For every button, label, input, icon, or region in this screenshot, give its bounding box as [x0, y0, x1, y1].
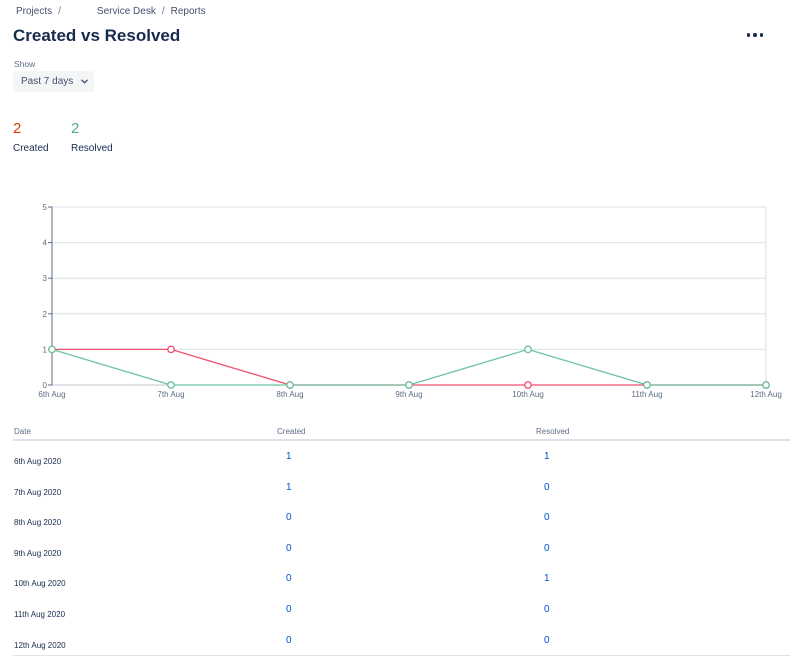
resolved-label: Resolved	[71, 143, 113, 154]
chart-point-created	[524, 381, 532, 389]
created-label: Created	[13, 143, 49, 154]
chart-series-line-created	[52, 348, 766, 386]
table-row-resolved-link[interactable]: 0	[544, 634, 550, 646]
table-row-resolved-link[interactable]: 0	[544, 481, 550, 493]
chart-point-resolved	[286, 381, 294, 389]
table-row-created-link[interactable]: 1	[286, 451, 292, 462]
chart-x-tick-label: 12th Aug	[750, 390, 782, 399]
chart-point-resolved	[167, 381, 175, 389]
table-header-resolved: Resolved	[536, 427, 570, 436]
breadcrumb-separator: /	[161, 6, 165, 17]
table-row-date: 12th Aug 2020	[14, 640, 66, 650]
chart-x-tick-label: 8th Aug	[276, 390, 303, 399]
table-header-divider	[13, 439, 790, 441]
table-row-resolved-link[interactable]: 1	[544, 451, 550, 462]
chart-x-tick-label: 7th Aug	[157, 390, 184, 399]
chart-point-resolved	[405, 381, 413, 389]
chart-x-tick-label: 10th Aug	[512, 390, 544, 399]
breadcrumb-separator: /	[58, 6, 61, 17]
created-count: 2	[13, 120, 22, 137]
chart-y-tick-label: 4	[43, 239, 48, 248]
table-row-date: 8th Aug 2020	[14, 518, 62, 528]
chart-x-tick-label: 9th Aug	[395, 390, 422, 399]
table-row-created-link[interactable]: 0	[286, 573, 292, 585]
table-row-date: 7th Aug 2020	[14, 487, 62, 497]
table-bottom-divider	[13, 655, 790, 656]
table-row-created-link[interactable]: 0	[286, 634, 292, 646]
chart-x-tick-label: 11th Aug	[632, 390, 663, 399]
table-row-resolved-link[interactable]: 1	[544, 573, 550, 585]
table-header-date: Date	[14, 427, 31, 436]
chart-y-tick-label: 1	[43, 345, 48, 354]
chart-point-resolved	[524, 345, 532, 354]
resolved-summary: 2 Resolved	[71, 120, 113, 155]
table-row-created-link[interactable]: 0	[286, 512, 292, 524]
table-row-created-link[interactable]: 0	[286, 604, 292, 615]
table-row-date: 9th Aug 2020	[14, 548, 62, 558]
more-horizontal-icon	[753, 33, 757, 37]
table-row-resolved-link[interactable]: 0	[544, 542, 550, 554]
table-row-date: 6th Aug 2020	[14, 457, 62, 466]
breadcrumb-reports-link[interactable]: Reports	[170, 6, 206, 17]
created-summary: 2 Created	[13, 120, 49, 155]
chart-y-tick-label: 3	[43, 274, 48, 283]
page-title: Created vs Resolved	[13, 26, 181, 45]
chart-x-tick-label: 6th Aug	[38, 390, 65, 399]
table-row-created-link[interactable]: 1	[286, 481, 292, 493]
chart-y-tick-label: 0	[43, 381, 48, 390]
chart-point-resolved	[48, 345, 56, 354]
breadcrumb-service-desk-link[interactable]: Service Desk	[96, 6, 156, 17]
table-row-date: 11th Aug 2020	[14, 610, 66, 619]
filter-label: Show	[14, 59, 36, 69]
date-range-select[interactable]: Past 7 days	[13, 71, 94, 92]
chart-y-tick-label: 2	[43, 310, 48, 319]
chart-series-line-resolved	[51, 348, 766, 386]
table-row-created-link[interactable]: 0	[286, 542, 292, 554]
table-header-created: Created	[277, 427, 306, 436]
table-row-date: 10th Aug 2020	[14, 579, 66, 589]
chart-point-created	[167, 345, 175, 354]
chart-point-resolved	[762, 381, 770, 389]
breadcrumb-projects-link[interactable]: Projects	[16, 6, 53, 17]
table-row-resolved-link[interactable]: 0	[544, 512, 550, 524]
more-actions-button[interactable]	[742, 26, 768, 44]
date-range-selected-value: Past 7 days	[21, 76, 74, 87]
table-row-resolved-link[interactable]: 0	[544, 604, 550, 615]
chart-point-resolved	[643, 381, 651, 389]
created-vs-resolved-chart: 0 1 2 3 4 5 6th Aug 7th Aug 8th Aug 9th Aug 10th A…	[38, 203, 782, 399]
chevron-down-icon	[81, 79, 89, 84]
chart-y-tick-label: 5	[43, 203, 48, 212]
resolved-count: 2	[71, 120, 80, 137]
more-horizontal-icon	[746, 33, 751, 37]
more-horizontal-icon	[759, 33, 764, 37]
breadcrumb: Projects / Service Desk / Reports	[16, 6, 206, 17]
